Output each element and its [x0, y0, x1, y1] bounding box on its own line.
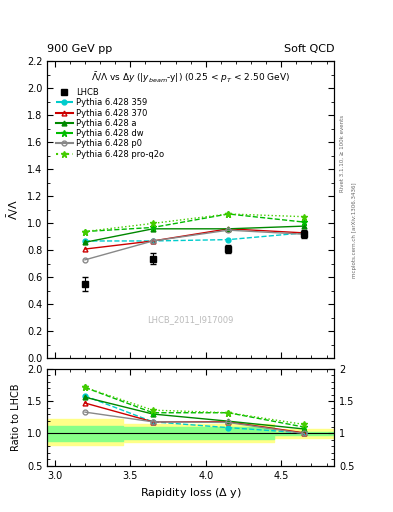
- Pythia 6.428 a: [226, 226, 231, 232]
- Pythia 6.428 p0: [301, 231, 306, 237]
- Pythia 6.428 dw: [83, 228, 87, 234]
- Line: Pythia 6.428 a: Pythia 6.428 a: [83, 224, 306, 245]
- Y-axis label: Ratio to LHCB: Ratio to LHCB: [11, 383, 21, 451]
- Line: Pythia 6.428 370: Pythia 6.428 370: [83, 226, 306, 251]
- Legend: LHCB, Pythia 6.428 359, Pythia 6.428 370, Pythia 6.428 a, Pythia 6.428 dw, Pythi: LHCB, Pythia 6.428 359, Pythia 6.428 370…: [54, 87, 166, 160]
- Pythia 6.428 359: [301, 230, 306, 236]
- Pythia 6.428 dw: [151, 224, 155, 230]
- Pythia 6.428 p0: [83, 257, 87, 263]
- Pythia 6.428 a: [301, 223, 306, 229]
- Pythia 6.428 370: [226, 226, 231, 232]
- Pythia 6.428 370: [83, 246, 87, 252]
- Pythia 6.428 pro-q2o: [226, 211, 231, 217]
- Line: Pythia 6.428 359: Pythia 6.428 359: [83, 230, 306, 243]
- Pythia 6.428 dw: [301, 219, 306, 225]
- X-axis label: Rapidity loss ($\Delta$ y): Rapidity loss ($\Delta$ y): [140, 486, 242, 500]
- Pythia 6.428 359: [226, 237, 231, 243]
- Y-axis label: $\bar{\Lambda}/\Lambda$: $\bar{\Lambda}/\Lambda$: [6, 200, 21, 220]
- Text: Soft QCD: Soft QCD: [284, 44, 334, 54]
- Pythia 6.428 a: [151, 226, 155, 232]
- Text: Rivet 3.1.10, ≥ 100k events: Rivet 3.1.10, ≥ 100k events: [340, 115, 345, 192]
- Pythia 6.428 370: [301, 230, 306, 236]
- Pythia 6.428 a: [83, 239, 87, 245]
- Pythia 6.428 p0: [226, 227, 231, 233]
- Line: Pythia 6.428 pro-q2o: Pythia 6.428 pro-q2o: [81, 210, 307, 235]
- Text: 900 GeV pp: 900 GeV pp: [47, 44, 112, 54]
- Text: $\bar{\Lambda}/\Lambda$ vs $\Delta y$ (|$y_{beam}$-y|) (0.25 < $p_T$ < 2.50 GeV): $\bar{\Lambda}/\Lambda$ vs $\Delta y$ (|…: [91, 70, 290, 85]
- Pythia 6.428 370: [151, 238, 155, 244]
- Pythia 6.428 dw: [226, 211, 231, 217]
- Pythia 6.428 359: [83, 238, 87, 244]
- Text: LHCB_2011_I917009: LHCB_2011_I917009: [147, 315, 234, 324]
- Line: Pythia 6.428 p0: Pythia 6.428 p0: [83, 228, 306, 262]
- Line: Pythia 6.428 dw: Pythia 6.428 dw: [81, 210, 307, 235]
- Pythia 6.428 pro-q2o: [151, 220, 155, 226]
- Pythia 6.428 p0: [151, 238, 155, 244]
- Pythia 6.428 pro-q2o: [83, 228, 87, 234]
- Pythia 6.428 359: [151, 238, 155, 244]
- Text: mcplots.cern.ch [arXiv:1306.3436]: mcplots.cern.ch [arXiv:1306.3436]: [352, 183, 357, 278]
- Pythia 6.428 pro-q2o: [301, 214, 306, 220]
